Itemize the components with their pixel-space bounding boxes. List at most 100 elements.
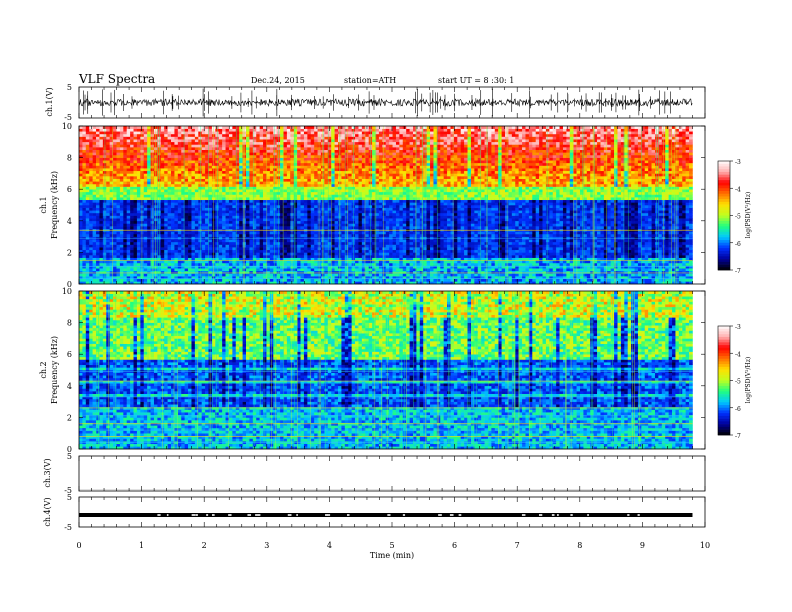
spectrogram-cell: [324, 187, 328, 190]
spectrogram-cell: [154, 268, 158, 271]
spectrogram-cell: [355, 239, 359, 242]
spectrogram-cell: [212, 239, 216, 242]
spectrogram-cell: [270, 250, 274, 253]
spectrogram-cell: [297, 260, 301, 263]
spectrogram-cell: [249, 216, 253, 219]
spectrogram-cell: [215, 129, 219, 132]
spectrogram-cell: [222, 260, 226, 263]
spectrogram-cell: [110, 226, 114, 229]
spectrogram-cell: [123, 150, 127, 153]
spectrogram-cell: [96, 184, 100, 187]
spectrogram-cell: [260, 210, 264, 213]
spectrogram-cell: [307, 260, 311, 263]
spectrogram-cell: [239, 187, 243, 190]
spectrogram-cell: [304, 176, 308, 179]
spectrogram-cell: [209, 181, 213, 184]
spectrogram-cell: [123, 192, 127, 195]
spectrogram-cell: [273, 213, 277, 216]
spectrogram-cell: [287, 205, 291, 208]
spectrogram-cell: [212, 187, 216, 190]
spectrogram-cell: [239, 263, 243, 266]
spectrogram-cell: [123, 160, 127, 163]
spectrogram-cell: [89, 171, 93, 174]
spectrogram-cell: [301, 171, 305, 174]
spectrogram-cell: [355, 189, 359, 192]
spectrogram-cell: [127, 221, 131, 224]
spectrogram-cell: [219, 200, 223, 203]
spectrogram-cell: [222, 239, 226, 242]
spectrogram-cell: [335, 134, 339, 137]
spectrogram-cell: [147, 208, 151, 211]
spectrogram-cell: [134, 158, 138, 161]
spectrogram-cell: [127, 134, 131, 137]
spectrogram-cell: [273, 245, 277, 248]
spectrogram-cell: [212, 163, 216, 166]
spectrogram-cell: [113, 226, 117, 229]
spectrogram-cell: [202, 202, 206, 205]
spectrogram-cell: [123, 260, 127, 263]
spectrogram-cell: [96, 192, 100, 195]
spectrogram-cell: [191, 137, 195, 140]
spectrogram-cell: [215, 194, 219, 197]
spectrogram-cell: [287, 213, 291, 216]
spectrogram-cell: [82, 213, 86, 216]
spectrogram-cell: [151, 218, 155, 221]
spectrogram-cell: [297, 166, 301, 169]
spectrogram-cell: [260, 239, 264, 242]
spectrogram-cell: [294, 160, 298, 163]
spectrogram-cell: [341, 166, 345, 169]
spectrogram-cell: [324, 260, 328, 263]
spectrogram-cell: [195, 187, 199, 190]
spectrogram-cell: [229, 255, 233, 258]
spectrogram-cell: [96, 150, 100, 153]
spectrogram-cell: [137, 171, 141, 174]
spectrogram-cell: [301, 245, 305, 248]
spectrogram-cell: [151, 192, 155, 195]
spectrogram-cell: [304, 213, 308, 216]
spectrogram-cell: [287, 142, 291, 145]
spectrogram-cell: [191, 242, 195, 245]
spectrogram-cell: [318, 166, 322, 169]
spectrogram-cell: [249, 144, 253, 147]
spectrogram-cell: [137, 252, 141, 255]
spectrogram-cell: [151, 160, 155, 163]
spectrogram-cell: [249, 176, 253, 179]
spectrogram-cell: [137, 231, 141, 234]
spectrogram-cell: [256, 245, 260, 248]
spectrogram-cell: [171, 131, 175, 134]
spectrogram-cell: [212, 202, 216, 205]
spectrogram-cell: [256, 129, 260, 132]
spectrogram-cell: [219, 171, 223, 174]
spectrogram-cell: [174, 239, 178, 242]
spectrogram-cell: [178, 245, 182, 248]
spectrogram-cell: [355, 279, 359, 282]
spectrogram-cell: [154, 271, 158, 274]
spectrogram-cell: [215, 179, 219, 182]
spectrogram-cell: [341, 147, 345, 150]
spectrogram-cell: [93, 234, 97, 237]
spectrogram-cell: [318, 279, 322, 282]
spectrogram-cell: [287, 134, 291, 137]
spectrogram-cell: [307, 218, 311, 221]
spectrogram-cell: [219, 223, 223, 226]
spectrogram-cell: [130, 181, 134, 184]
spectrogram-cell: [161, 216, 165, 219]
spectrogram-cell: [324, 147, 328, 150]
spectrogram-cell: [263, 260, 267, 263]
spectrogram-cell: [89, 239, 93, 242]
spectrogram-cell: [164, 152, 168, 155]
spectrogram-cell: [311, 197, 315, 200]
spectrogram-cell: [191, 250, 195, 253]
spectrogram-cell: [311, 139, 315, 142]
spectrogram-cell: [256, 200, 260, 203]
spectrogram-cell: [253, 200, 257, 203]
spectrogram-cell: [232, 163, 236, 166]
spectrogram-cell: [246, 279, 250, 282]
spectrogram-cell: [174, 242, 178, 245]
spectrogram-cell: [202, 150, 206, 153]
spectrogram-cell: [137, 271, 141, 274]
spectrogram-cell: [311, 202, 315, 205]
spectrogram-cell: [127, 223, 131, 226]
spectrogram-cell: [335, 168, 339, 171]
spectrogram-cell: [116, 194, 120, 197]
